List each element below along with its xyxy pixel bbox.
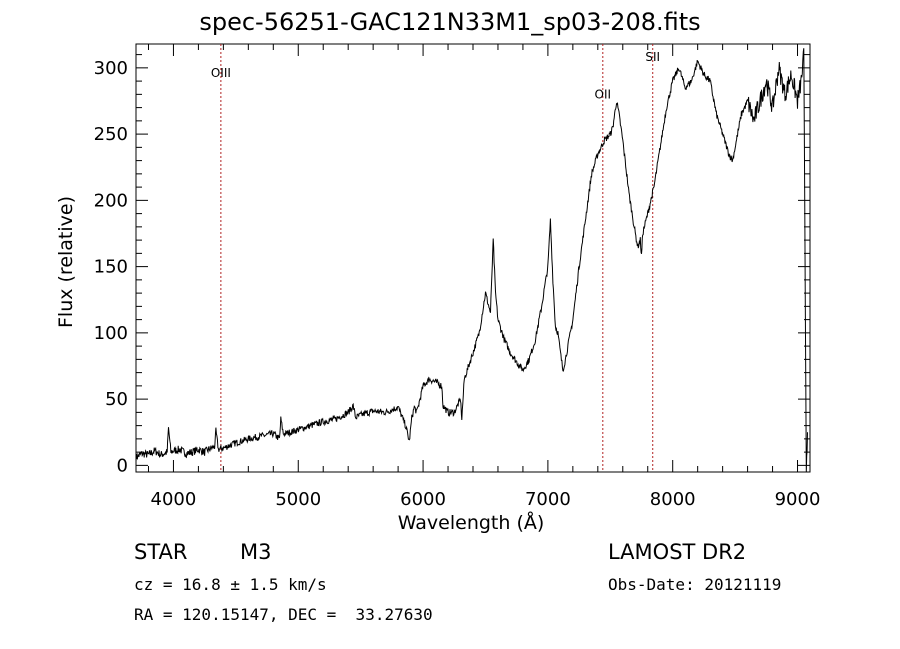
y-tick-label: 250: [94, 124, 128, 145]
chart-title: spec-56251-GAC121N33M1_sp03-208.fits: [199, 8, 701, 36]
x-tick-label: 9000: [775, 489, 821, 510]
x-tick-label: 8000: [650, 489, 696, 510]
object-class: STAR: [134, 540, 188, 564]
x-tick-label: 6000: [400, 489, 446, 510]
x-tick-label: 4000: [151, 489, 197, 510]
x-tick-label: 7000: [525, 489, 571, 510]
line-label-oii: OII: [595, 87, 612, 101]
x-axis-label: Wavelength (Å): [398, 511, 545, 534]
plot-frame: [135, 43, 811, 473]
x-tick-label: 5000: [275, 489, 321, 510]
survey-name: LAMOST DR2: [608, 540, 747, 564]
y-tick-label: 150: [94, 257, 128, 278]
object-subclass: M3: [240, 540, 272, 564]
y-tick-label: 100: [94, 323, 128, 344]
coordinates: RA = 120.15147, DEC = 33.27630: [134, 605, 433, 624]
y-tick-label: 200: [94, 190, 128, 211]
y-tick-label: 0: [117, 455, 128, 476]
y-tick-label: 300: [94, 58, 128, 79]
line-label-sii: SII: [645, 50, 660, 64]
redshift-cz: cz = 16.8 ± 1.5 km/s: [134, 575, 327, 594]
spectrum-series-line: [135, 48, 808, 473]
y-axis-label: Flux (relative): [55, 196, 77, 328]
y-tick-label: 50: [105, 389, 128, 410]
observation-date: Obs-Date: 20121119: [608, 575, 782, 594]
line-label-oiii: OIII: [211, 66, 231, 80]
